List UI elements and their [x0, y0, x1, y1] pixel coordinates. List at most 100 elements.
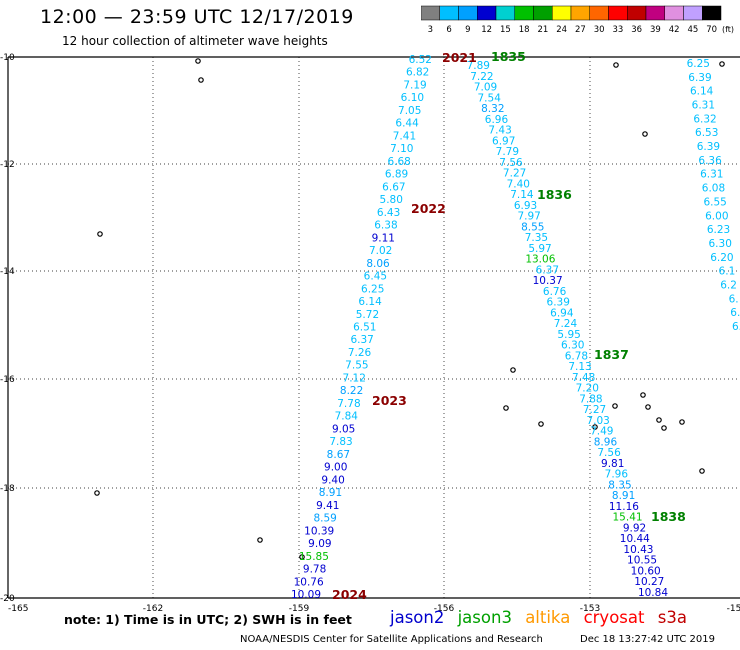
color-tick-label: 18 [519, 25, 530, 35]
color-tick-label: 15 [500, 25, 511, 35]
swh-label-track-2: 11.16 [609, 501, 639, 513]
island-outline [592, 424, 598, 430]
swh-label-track-2: 7.79 [496, 146, 519, 158]
swh-label-track-2: 6.96 [485, 114, 509, 126]
swh-label-track-2: 7.13 [568, 361, 591, 373]
swh-label-track-3: 6. [729, 293, 739, 305]
swh-label-track-1: 8.22 [340, 385, 363, 397]
lon-tick-label: -156 [434, 604, 455, 614]
color-tick-label: 27 [575, 25, 586, 35]
color-swatch [514, 5, 534, 21]
swh-label-track-3: 6.30 [709, 238, 732, 250]
swh-label-track-1: 8.06 [366, 258, 390, 270]
lon-tick-label: -165 [8, 604, 28, 614]
swh-label-track-2: 8.55 [521, 221, 544, 233]
island-outline [257, 537, 263, 543]
color-tick-label: 42 [669, 25, 680, 35]
swh-label-track-1: 10.76 [294, 576, 324, 588]
color-swatch [533, 5, 553, 21]
footer-timestamp: Dec 18 13:27:42 UTC 2019 [580, 634, 715, 645]
swh-label-track-2: 10.55 [627, 555, 657, 567]
island-outline [510, 367, 516, 373]
lon-tick-label: -159 [289, 604, 310, 614]
pass-number-label: 2024 [332, 587, 367, 602]
swh-label-track-1: 10.39 [304, 525, 334, 537]
island-outline [94, 490, 100, 496]
color-tick-label: 30 [594, 25, 605, 35]
note-text: note: 1) Time is in UTC; 2) SWH is in fe… [64, 612, 352, 627]
legend-cryosat: cryosat [583, 608, 645, 627]
color-scale-legend: 3 6 9 12 15 18 21 24 27 30 33 36 39 42 45 70 (ft) [421, 5, 734, 35]
color-unit-label: (ft) [722, 25, 734, 34]
pass-number-label: 2023 [372, 393, 407, 408]
color-swatch [664, 5, 684, 21]
swh-label-track-2: 5.95 [557, 329, 580, 341]
swh-label-track-2: 7.43 [488, 125, 511, 137]
color-swatch [589, 5, 609, 21]
color-tick-label: 6 [446, 25, 451, 35]
lat-tick-label: -16 [0, 375, 15, 385]
legend-altika: altika [525, 608, 571, 627]
swh-label-track-1: 6.52 [409, 54, 432, 66]
swh-label-track-3: 6.25 [687, 58, 710, 70]
island-outline [97, 231, 103, 237]
swh-label-track-3: 6.32 [693, 113, 716, 125]
swh-label-track-2: 8.91 [612, 490, 635, 502]
swh-label-track-2: 6.97 [492, 135, 515, 147]
swh-label-track-1: 8.91 [319, 487, 342, 499]
lat-tick-label: -18 [0, 484, 15, 494]
swh-label-track-1: 6.82 [406, 67, 429, 79]
color-tick-label: 9 [465, 25, 470, 35]
swh-label-track-1: 6.44 [395, 118, 419, 130]
swh-label-track-1: 7.02 [369, 245, 392, 257]
swh-label-track-2: 6.30 [561, 340, 584, 352]
swh-label-track-3: 6.55 [703, 196, 726, 208]
island-outline [656, 417, 662, 423]
swh-label-track-2: 7.14 [510, 189, 534, 201]
swh-label-track-2: 7.88 [579, 393, 602, 405]
swh-label-track-1: 10.09 [291, 589, 321, 601]
swh-label-track-3: 6. [730, 307, 740, 319]
swh-label-track-1: 9.11 [372, 232, 395, 244]
swh-label-track-3: 6.31 [692, 100, 715, 112]
swh-label-track-1: 7.55 [345, 360, 368, 372]
swh-label-track-2: 7.54 [478, 92, 502, 104]
color-swatch [439, 5, 459, 21]
swh-label-track-1: 5.80 [380, 194, 403, 206]
color-tick-label: 24 [556, 25, 567, 35]
legend-jason3: jason3 [457, 608, 512, 627]
color-tick-label: 39 [650, 25, 661, 35]
pass-number-label: 1836 [537, 187, 572, 202]
swh-label-track-1: 9.09 [308, 538, 331, 550]
swh-label-track-1: 9.41 [316, 500, 339, 512]
island-outline [719, 61, 725, 67]
pass-number-label: 1838 [651, 509, 686, 524]
color-swatch [421, 5, 440, 21]
swh-label-track-3: 6.2 [720, 279, 737, 291]
swh-label-track-1: 6.43 [377, 207, 400, 219]
swh-label-track-2: 7.27 [583, 404, 606, 416]
swh-label-track-2: 10.43 [623, 544, 653, 556]
lat-tick-label: -10 [0, 53, 15, 63]
island-outline [195, 58, 201, 64]
swh-label-track-2: 10.60 [631, 565, 661, 577]
swh-label-track-3: 6.36 [698, 155, 722, 167]
swh-label-track-3: 6.53 [695, 127, 718, 139]
swh-label-track-1: 6.38 [374, 220, 397, 232]
swh-label-track-1: 6.51 [353, 322, 376, 334]
swh-label-track-2: 7.96 [605, 469, 629, 481]
swh-label-track-2: 7.27 [503, 168, 526, 180]
pass-number-label: 1837 [594, 347, 629, 362]
color-swatch [645, 5, 665, 21]
color-swatch [458, 5, 478, 21]
swh-label-track-2: 13.06 [525, 254, 555, 266]
island-outline [679, 419, 685, 425]
legend-s3a: s3a [657, 608, 687, 627]
swh-label-track-3: 6.20 [710, 252, 733, 264]
swh-label-track-1: 7.19 [403, 79, 426, 91]
swh-label-track-1: 8.59 [313, 513, 336, 525]
swh-label-track-3: 6.39 [697, 141, 720, 153]
swh-label-track-1: 7.05 [398, 105, 421, 117]
island-outline [198, 77, 204, 83]
color-swatch [570, 5, 590, 21]
